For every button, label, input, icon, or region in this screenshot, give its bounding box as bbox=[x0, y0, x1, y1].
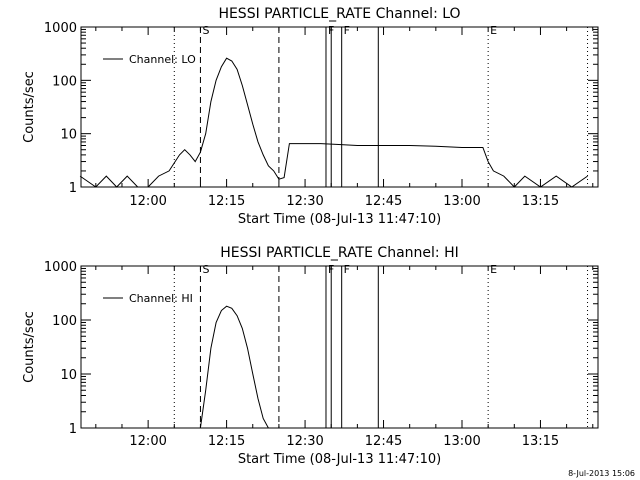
x-tick-label: 12:15 bbox=[208, 434, 245, 449]
plot-frame bbox=[80, 265, 599, 429]
event-marker-label: E bbox=[490, 24, 497, 37]
chart-panel-hi: HESSI PARTICLE_RATE Channel: HISFFE11010… bbox=[22, 245, 599, 467]
y-tick-label: 1 bbox=[69, 422, 77, 437]
chart-panel-lo: HESSI PARTICLE_RATE Channel: LOSFFE11010… bbox=[22, 6, 599, 227]
y-tick-label: 1 bbox=[69, 181, 77, 196]
series-line bbox=[199, 305, 269, 429]
event-marker-label: F bbox=[344, 24, 350, 37]
event-marker-label: E bbox=[490, 263, 497, 276]
y-tick-label: 100 bbox=[52, 74, 77, 89]
x-tick-label: 13:00 bbox=[443, 434, 480, 449]
y-axis-label: Counts/sec bbox=[22, 311, 37, 383]
y-tick-label: 100 bbox=[52, 314, 77, 329]
legend-label: Channel: LO bbox=[129, 53, 196, 66]
event-marker-label: F bbox=[344, 263, 350, 276]
chart-title: HESSI PARTICLE_RATE Channel: LO bbox=[218, 6, 460, 22]
x-tick-label: 12:45 bbox=[365, 434, 402, 449]
chart-title: HESSI PARTICLE_RATE Channel: HI bbox=[220, 245, 458, 261]
legend-label: Channel: HI bbox=[129, 292, 193, 305]
y-tick-label: 1000 bbox=[44, 21, 77, 36]
generation-timestamp: 8-Jul-2013 15:06 bbox=[568, 469, 635, 478]
x-tick-label: 13:15 bbox=[522, 194, 559, 209]
x-tick-label: 12:30 bbox=[286, 194, 323, 209]
x-tick-label: 13:15 bbox=[522, 434, 559, 449]
y-tick-label: 10 bbox=[60, 128, 77, 143]
plot-frame bbox=[80, 26, 599, 188]
y-tick-label: 10 bbox=[60, 368, 77, 383]
x-tick-label: 13:00 bbox=[443, 194, 480, 209]
x-axis-label: Start Time (08-Jul-13 11:47:10) bbox=[238, 452, 441, 467]
x-tick-label: 12:00 bbox=[129, 434, 166, 449]
y-tick-label: 1000 bbox=[44, 260, 77, 275]
event-marker-label: S bbox=[202, 24, 209, 37]
event-marker-label: S bbox=[202, 263, 209, 276]
x-tick-label: 12:45 bbox=[365, 194, 402, 209]
x-tick-label: 12:15 bbox=[208, 194, 245, 209]
x-axis-label: Start Time (08-Jul-13 11:47:10) bbox=[238, 212, 441, 227]
series-line bbox=[79, 57, 588, 188]
x-tick-label: 12:30 bbox=[286, 434, 323, 449]
y-axis-label: Counts/sec bbox=[22, 71, 37, 143]
x-tick-label: 12:00 bbox=[129, 194, 166, 209]
